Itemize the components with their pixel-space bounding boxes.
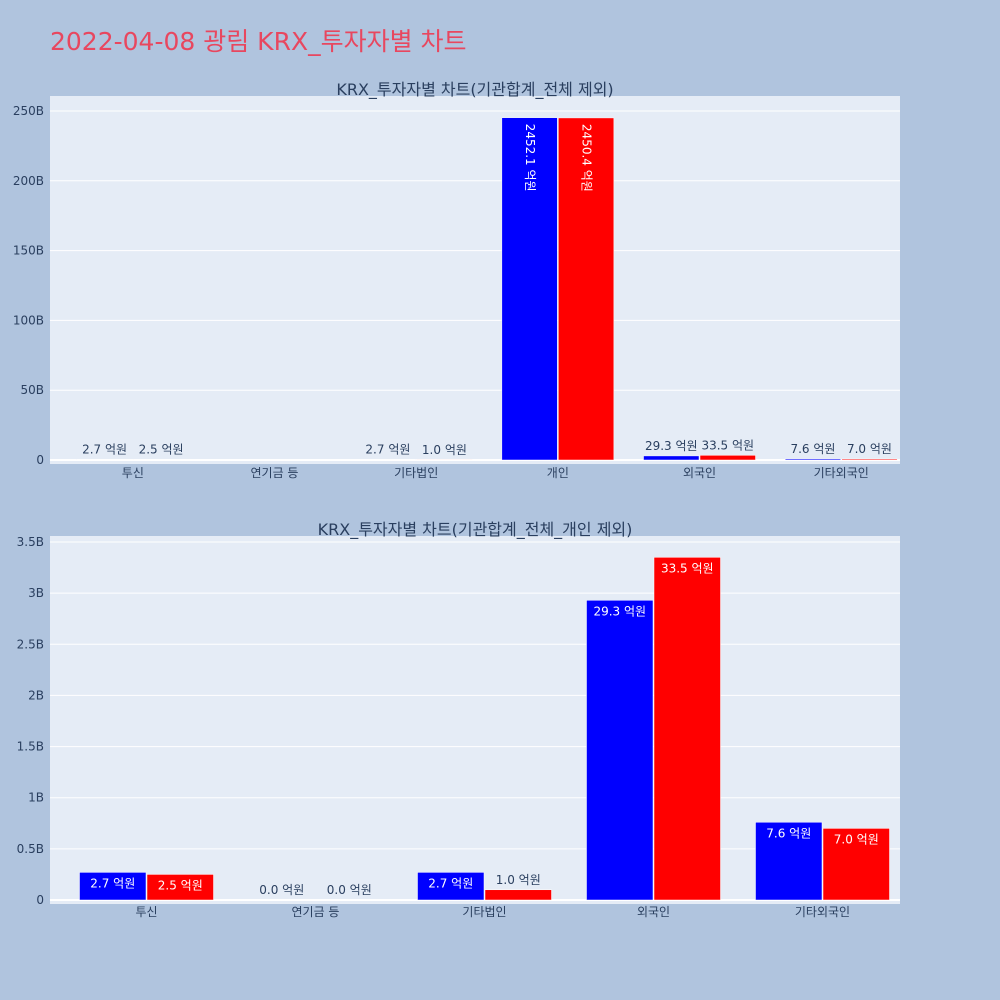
- x-tick-label: 투신: [122, 466, 144, 480]
- y-tick-label: 3B: [28, 586, 44, 600]
- chart-1: 0 50B 100B 150B 200B 250B KRX_투자자별 차트(기관합계_전체 …: [13, 80, 900, 480]
- bar: [653, 557, 721, 901]
- data-label: 2450.4 억원: [580, 124, 594, 192]
- page-title: 2022-04-08 광림 KRX_투자자별 차트: [50, 27, 467, 56]
- data-label: 2.5 억원: [139, 443, 184, 457]
- bar: [841, 458, 898, 461]
- data-label: 2452.1 억원: [523, 124, 537, 192]
- bar: [79, 872, 147, 901]
- chart-2: 0 0.5B 1B 1.5B 2B 2.5B 3B 3.5B KRX_투자자별 차트(기관합계_…: [17, 520, 900, 919]
- y-tick-label: 150B: [13, 244, 44, 258]
- x-tick-label: 기타법인: [462, 905, 506, 919]
- y-tick-label: 0: [36, 893, 44, 907]
- bar: [699, 455, 756, 461]
- bar: [417, 872, 485, 901]
- data-label: 1.0 억원: [422, 443, 467, 457]
- x-tick-label: 기타외국인: [814, 466, 869, 480]
- bar: [501, 117, 558, 461]
- bar: [146, 874, 214, 901]
- x-tick-label: 연기금 등: [292, 905, 340, 919]
- data-label: 29.3 억원: [645, 439, 698, 453]
- data-label: 7.0 억원: [834, 832, 879, 846]
- data-label: 29.3 억원: [593, 604, 646, 618]
- bar: [558, 117, 615, 461]
- y-tick-label: 2B: [28, 688, 44, 702]
- data-label: 2.7 억원: [82, 443, 127, 457]
- y-tick-label: 0: [36, 453, 44, 467]
- y-tick-label: 250B: [13, 104, 44, 118]
- x-tick-label: 투신: [135, 905, 157, 919]
- bar: [643, 455, 700, 461]
- plot-area: [50, 96, 900, 464]
- chart-title: KRX_투자자별 차트(기관합계_전체_개인 제외): [318, 520, 633, 540]
- x-tick-label: 연기금 등: [251, 466, 299, 480]
- y-tick-label: 1.5B: [17, 740, 44, 754]
- data-label: 2.7 억원: [90, 876, 135, 890]
- data-label: 0.0 억원: [327, 883, 372, 897]
- x-tick-label: 기타법인: [394, 466, 438, 480]
- data-label: 2.5 억원: [158, 878, 203, 892]
- y-tick-label: 2.5B: [17, 637, 44, 651]
- x-tick-label: 외국인: [683, 466, 716, 480]
- y-tick-label: 100B: [13, 313, 44, 327]
- data-label: 2.7 억원: [428, 876, 473, 890]
- data-label: 1.0 억원: [496, 873, 541, 887]
- bar: [586, 600, 654, 901]
- data-label: 0.0 억원: [259, 883, 304, 897]
- data-label: 7.6 억원: [790, 442, 835, 456]
- y-tick-label: 50B: [20, 383, 44, 397]
- y-tick-label: 0.5B: [17, 842, 44, 856]
- data-label: 33.5 억원: [661, 561, 714, 575]
- y-tick-label: 200B: [13, 174, 44, 188]
- x-tick-label: 기타외국인: [795, 905, 850, 919]
- chart-title: KRX_투자자별 차트(기관합계_전체 제외): [336, 80, 613, 100]
- y-tick-label: 1B: [28, 791, 44, 805]
- bar: [484, 889, 552, 901]
- data-label: 7.0 억원: [847, 442, 892, 456]
- bar: [784, 458, 841, 461]
- bar: [822, 828, 890, 901]
- y-tick-label: 3.5B: [17, 535, 44, 549]
- data-label: 2.7 억원: [365, 443, 410, 457]
- x-tick-label: 외국인: [637, 905, 670, 919]
- x-tick-label: 개인: [547, 466, 569, 480]
- data-label: 33.5 억원: [701, 438, 754, 452]
- bar: [755, 822, 823, 901]
- data-label: 7.6 억원: [766, 826, 811, 840]
